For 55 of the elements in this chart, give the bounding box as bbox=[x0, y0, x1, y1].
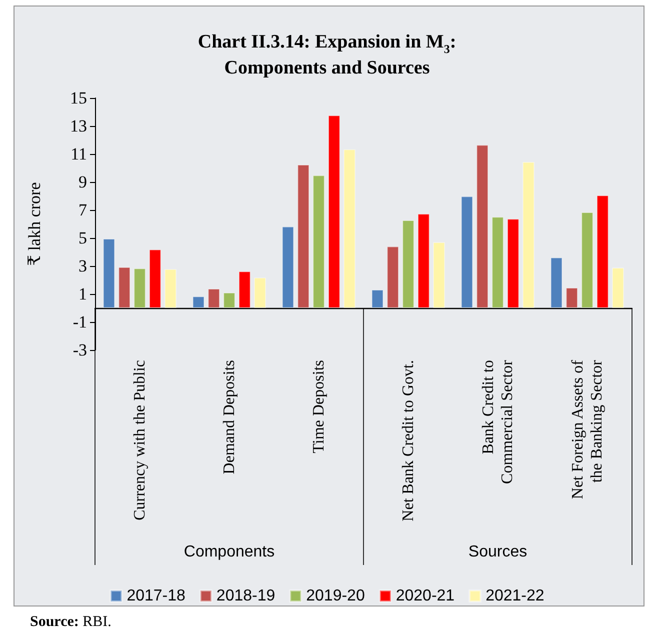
y-tick-label: 13 bbox=[70, 116, 87, 136]
bar bbox=[149, 249, 162, 308]
y-tick-label: 9 bbox=[78, 172, 87, 192]
bar bbox=[312, 175, 325, 308]
bar bbox=[282, 226, 294, 308]
source-note: Source: RBI. bbox=[30, 614, 112, 630]
y-tick-label: 11 bbox=[70, 144, 87, 164]
bar bbox=[372, 290, 384, 308]
bar bbox=[103, 238, 115, 308]
bar bbox=[522, 162, 534, 308]
x-tick-label: Bank Credit to Commercial Sector bbox=[480, 359, 516, 484]
bar bbox=[223, 292, 236, 308]
y-tick-label: 1 bbox=[78, 284, 87, 304]
bar bbox=[328, 115, 340, 308]
bar bbox=[581, 212, 594, 308]
legend-label: 2019-20 bbox=[306, 588, 365, 604]
legend-label: 2018-19 bbox=[216, 588, 276, 604]
legend-label: 2017-18 bbox=[126, 588, 186, 604]
bar bbox=[612, 268, 624, 308]
legend-label: 2021-22 bbox=[486, 588, 544, 604]
bar bbox=[596, 195, 609, 308]
bar bbox=[297, 164, 310, 308]
bar bbox=[507, 218, 520, 308]
y-tick-label: -3 bbox=[72, 340, 87, 360]
text: Components bbox=[184, 544, 275, 560]
bar bbox=[164, 269, 176, 308]
bar bbox=[254, 278, 266, 308]
y-tick-label: 3 bbox=[78, 256, 87, 276]
bar bbox=[418, 214, 430, 308]
x-tick-label: Net Bank Credit to Govt. bbox=[400, 360, 417, 522]
bar bbox=[192, 296, 204, 308]
bar bbox=[402, 220, 414, 308]
x-tick-label: Currency with the Public bbox=[131, 360, 148, 520]
y-axis-title: ₹ lakh crore bbox=[25, 182, 44, 266]
y-tick-label: -1 bbox=[72, 312, 87, 332]
bar bbox=[118, 267, 130, 308]
y-tick-label: 7 bbox=[78, 200, 88, 220]
bar bbox=[476, 144, 488, 308]
x-tick-label: Demand Deposits bbox=[220, 360, 238, 474]
bar bbox=[208, 288, 220, 308]
bar bbox=[238, 271, 251, 308]
bar bbox=[134, 268, 146, 308]
bar bbox=[433, 242, 445, 308]
bar bbox=[386, 246, 399, 308]
x-tick-label: Net Foreign Assets of the Banking Sector bbox=[569, 359, 606, 500]
bar bbox=[461, 196, 473, 308]
legend-label: 2020-21 bbox=[396, 588, 455, 604]
y-tick-label: 15 bbox=[70, 88, 87, 108]
bar bbox=[566, 288, 578, 308]
bar bbox=[492, 216, 504, 308]
bar bbox=[550, 257, 562, 308]
bar bbox=[344, 149, 356, 308]
y-tick-label: 5 bbox=[78, 228, 87, 248]
text: Sources bbox=[468, 544, 528, 560]
x-tick-label: Time Deposits bbox=[310, 360, 328, 454]
